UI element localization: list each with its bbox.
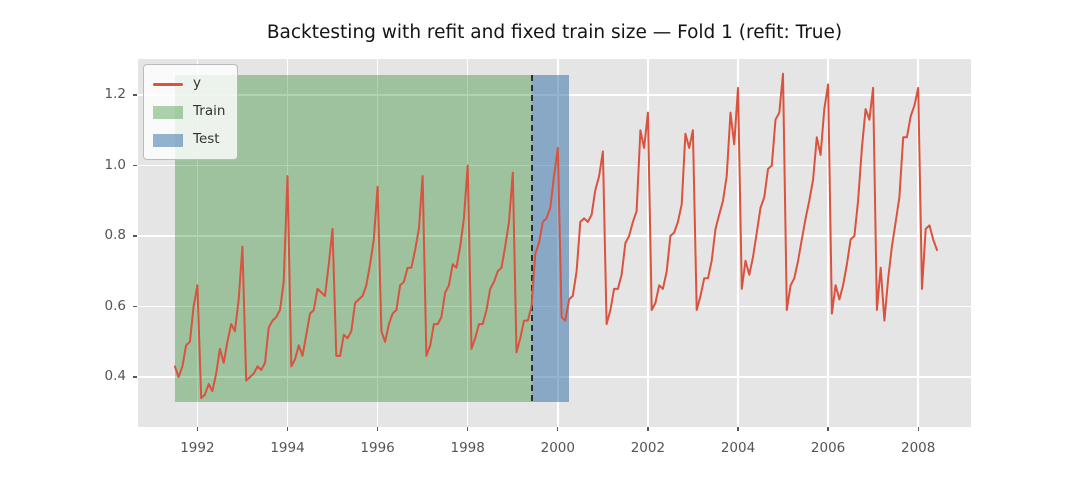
- ytick-mark-0.8: [133, 235, 137, 237]
- ytick-mark-0.6: [133, 305, 137, 308]
- legend-label-test: Test: [193, 131, 220, 148]
- refit-split-line: [530, 74, 533, 403]
- ytick-mark-1: [133, 164, 137, 167]
- legend-item-y: y: [153, 70, 225, 98]
- xtick-label-1996: 1996: [360, 440, 395, 456]
- gridline-x-2006: [827, 59, 829, 427]
- xtick-mark-2006: [827, 427, 829, 431]
- ytick-mark-1.2: [133, 94, 137, 96]
- xtick-label-2008: 2008: [901, 440, 936, 456]
- xtick-label-2004: 2004: [720, 440, 756, 456]
- xtick-label-1994: 1994: [270, 440, 305, 456]
- legend-label-train: Train: [193, 103, 226, 120]
- xtick-mark-2000: [557, 427, 559, 431]
- xtick-label-2000: 2000: [540, 440, 575, 456]
- xtick-mark-1998: [467, 427, 469, 431]
- xtick-label-1992: 1992: [180, 440, 215, 456]
- series-line-swatch-icon: [153, 82, 183, 86]
- xtick-mark-1992: [196, 427, 199, 431]
- xtick-mark-1996: [376, 427, 379, 431]
- test-region: [531, 74, 570, 403]
- xtick-mark-2004: [737, 427, 739, 431]
- xtick-mark-2002: [647, 427, 649, 431]
- xtick-label-2002: 2002: [630, 440, 666, 456]
- ytick-label-1.2: 1.2: [104, 86, 126, 102]
- ytick-label-0.6: 0.6: [104, 297, 126, 314]
- test-patch-swatch-icon: [153, 133, 183, 147]
- xtick-label-2006: 2006: [810, 440, 846, 456]
- xtick-mark-1994: [286, 427, 289, 431]
- chart-title: Backtesting with refit and fixed train s…: [266, 22, 843, 43]
- ytick-label-0.8: 0.8: [104, 227, 126, 243]
- legend-item-test: Test: [153, 126, 225, 154]
- ytick-label-1: 1.0: [104, 156, 126, 173]
- gridline-x-2004: [737, 59, 739, 427]
- train-patch-swatch-icon: [153, 105, 183, 119]
- legend-item-train: Train: [153, 98, 225, 126]
- legend-label-y: y: [193, 75, 201, 92]
- ytick-mark-0.4: [133, 376, 137, 378]
- gridline-x-2008: [917, 59, 919, 427]
- xtick-label-1998: 1998: [450, 440, 485, 456]
- legend: y Train Test: [143, 64, 239, 160]
- xtick-mark-2008: [917, 427, 919, 431]
- gridline-x-2002: [647, 59, 649, 427]
- plot-area: [138, 59, 971, 427]
- ytick-label-0.4: 0.4: [104, 368, 126, 384]
